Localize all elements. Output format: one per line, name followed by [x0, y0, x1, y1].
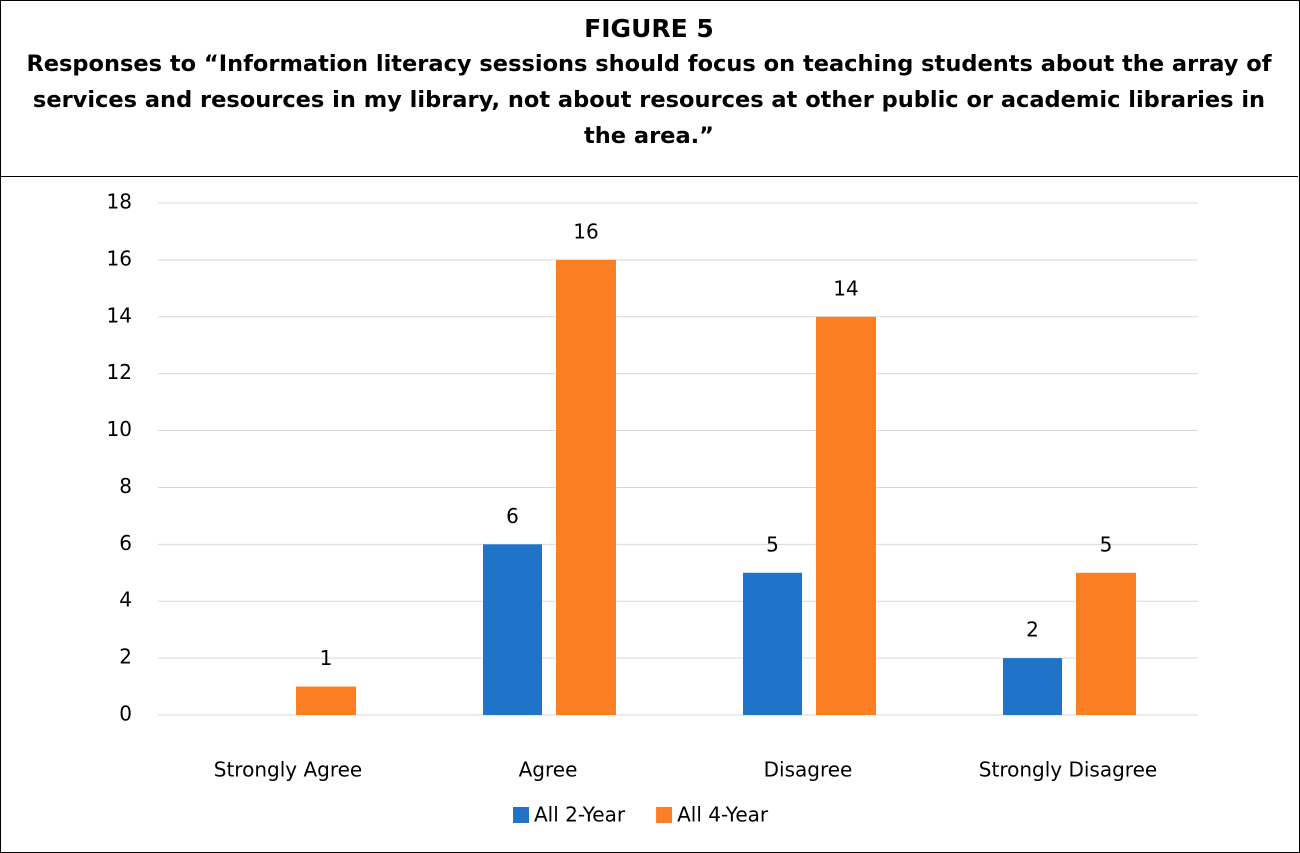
y-tick-label: 2	[119, 645, 132, 669]
y-tick-label: 14	[107, 303, 132, 327]
y-tick-label: 6	[119, 531, 132, 555]
value-label: 1	[320, 646, 333, 670]
x-tick-label: Strongly Disagree	[979, 758, 1157, 782]
bar	[1003, 658, 1062, 715]
y-tick-label: 10	[107, 417, 132, 441]
chart-subtitle: Responses to “Information literacy sessi…	[26, 51, 1272, 149]
value-label: 5	[1100, 532, 1113, 556]
y-tick-label: 18	[107, 190, 132, 214]
chart-title: FIGURE 5	[584, 14, 714, 43]
bar	[296, 686, 356, 715]
bar	[556, 259, 616, 715]
value-label: 6	[506, 504, 519, 528]
y-tick-label: 16	[107, 246, 132, 270]
legend-swatch	[656, 807, 673, 823]
x-tick-label: Disagree	[764, 758, 853, 782]
y-tick-label: 8	[119, 474, 132, 498]
bar	[483, 544, 542, 715]
value-label: 16	[573, 219, 598, 243]
value-label: 14	[833, 276, 858, 300]
value-label: 5	[766, 532, 779, 556]
y-tick-label: 12	[107, 360, 132, 384]
bar	[1076, 572, 1136, 715]
bar	[743, 572, 802, 715]
x-tick-label: Strongly Agree	[214, 758, 362, 782]
bar	[816, 316, 876, 715]
y-tick-label: 0	[119, 702, 132, 726]
legend-label: All 4-Year	[677, 803, 769, 827]
header: FIGURE 5 Responses to “Information liter…	[0, 0, 1298, 177]
y-tick-label: 4	[119, 588, 132, 612]
legend-swatch	[513, 807, 529, 823]
legend-label: All 2-Year	[534, 803, 626, 827]
x-tick-label: Agree	[519, 758, 578, 782]
value-label: 2	[1026, 618, 1039, 642]
